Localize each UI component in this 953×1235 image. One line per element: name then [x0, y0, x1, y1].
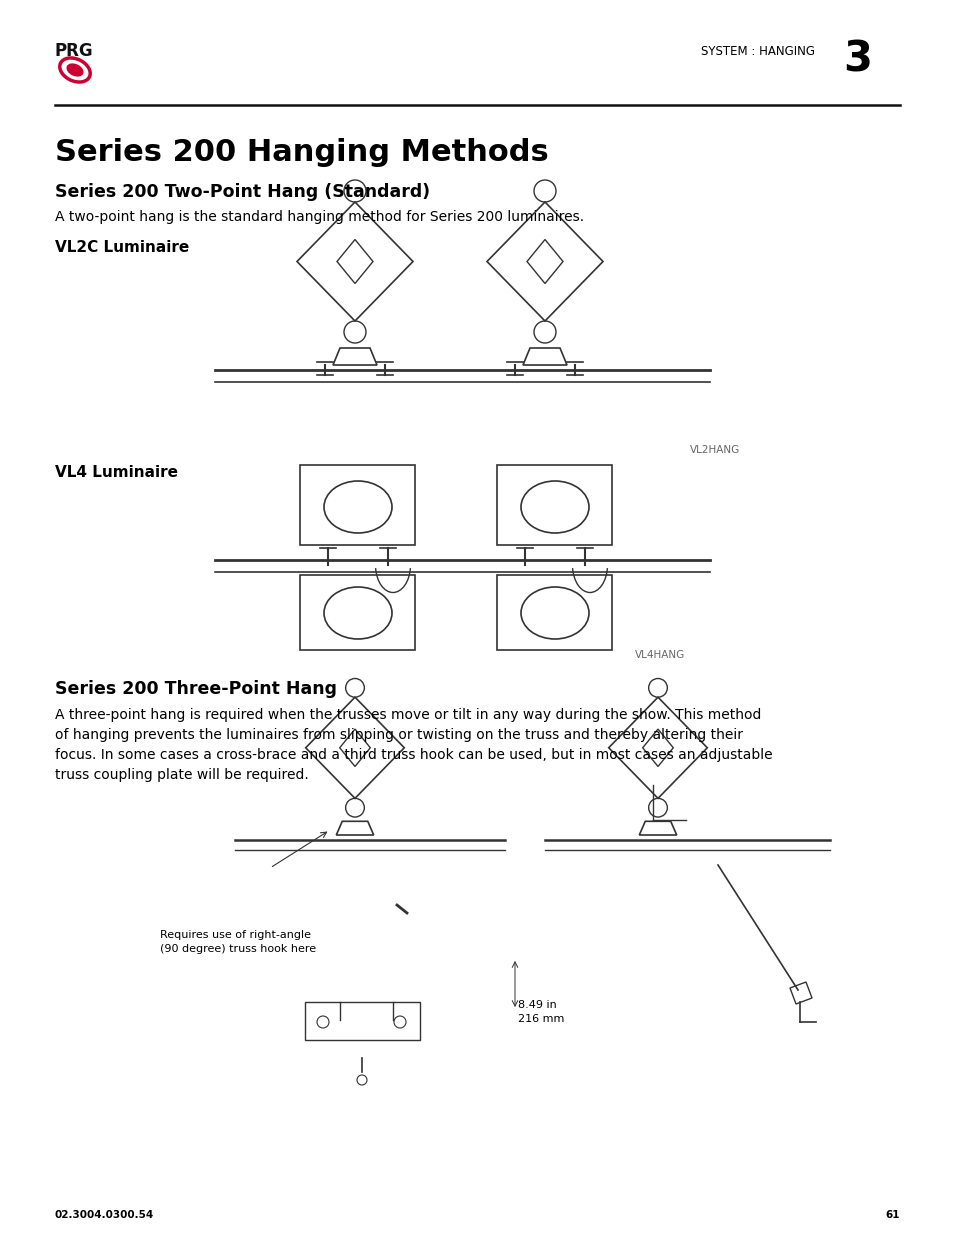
Text: SYSTEM : HANGING: SYSTEM : HANGING [700, 44, 814, 58]
Text: A two-point hang is the standard hanging method for Series 200 luminaires.: A two-point hang is the standard hanging… [55, 210, 583, 224]
Bar [497, 466, 612, 545]
Text: VL4 Luminaire: VL4 Luminaire [55, 466, 178, 480]
Text: Requires use of right-angle
(90 degree) truss hook here: Requires use of right-angle (90 degree) … [160, 930, 315, 953]
Text: PRG: PRG [55, 42, 93, 61]
Text: VL4HANG: VL4HANG [635, 650, 684, 659]
Text: Series 200 Two-Point Hang (Standard): Series 200 Two-Point Hang (Standard) [55, 183, 430, 201]
Text: VL2HANG: VL2HANG [689, 445, 740, 454]
Text: Series 200 Three-Point Hang: Series 200 Three-Point Hang [55, 680, 336, 698]
Text: VL2C Luminaire: VL2C Luminaire [55, 240, 189, 254]
Text: 8.49 in
216 mm: 8.49 in 216 mm [517, 1000, 564, 1024]
Text: 61: 61 [884, 1210, 899, 1220]
Bar [300, 466, 416, 545]
Bar [300, 576, 416, 650]
Text: 02.3004.0300.54: 02.3004.0300.54 [55, 1210, 154, 1220]
Bar [497, 576, 612, 650]
Ellipse shape [67, 63, 84, 77]
Text: Series 200 Hanging Methods: Series 200 Hanging Methods [55, 138, 548, 167]
Text: 3: 3 [842, 38, 871, 80]
Bar [305, 1002, 419, 1040]
Text: A three-point hang is required when the trusses move or tilt in any way during t: A three-point hang is required when the … [55, 708, 772, 782]
